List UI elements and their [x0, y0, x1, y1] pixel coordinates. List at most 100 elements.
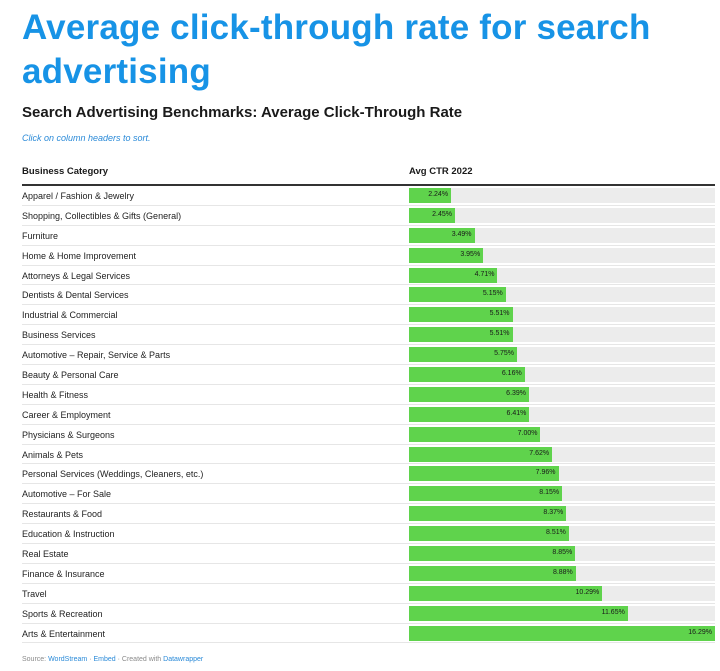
- bar-value-label: 4.71%: [474, 270, 495, 278]
- table-row: Business Services 5.51%: [22, 325, 715, 346]
- bar: 4.71%: [409, 267, 498, 283]
- bar-track: 5.75%: [409, 347, 715, 363]
- bar-track: 10.29%: [409, 585, 715, 601]
- category-label: Animals & Pets: [22, 449, 84, 460]
- category-label: Health & Fitness: [22, 389, 89, 400]
- table-row: Arts & Entertainment 16.29%: [22, 624, 715, 644]
- table-row: Beauty & Personal Care 6.16%: [22, 365, 715, 385]
- bar: 7.96%: [409, 466, 559, 482]
- bar-value-label: 5.15%: [482, 290, 503, 298]
- bar: 8.15%: [409, 486, 563, 502]
- embed-link[interactable]: Embed: [93, 656, 116, 663]
- bar-value-label: 2.24%: [428, 191, 449, 198]
- bar-value-label: 10.29%: [575, 588, 600, 596]
- bar: 6.39%: [409, 386, 530, 402]
- table-row: Physicians & Surgeons 7.00%: [22, 425, 715, 445]
- bar-track: 6.16%: [409, 367, 715, 383]
- category-label: Dentists & Dental Services: [22, 290, 129, 301]
- category-label: Real Estate: [22, 549, 69, 560]
- bar-track: 3.49%: [409, 227, 715, 243]
- bar-value-label: 3.49%: [451, 230, 472, 238]
- bar: 6.41%: [409, 406, 530, 422]
- table-row: Education & Instruction 8.51%: [22, 524, 715, 545]
- bar-track: 5.51%: [409, 307, 715, 323]
- table-row: Shopping, Collectibles & Gifts (General)…: [22, 206, 715, 226]
- created-with-text: · Created with: [115, 656, 164, 663]
- category-label: Automotive – For Sale: [22, 489, 112, 500]
- category-label: Attorneys & Legal Services: [22, 270, 131, 281]
- table-body: Apparel / Fashion & Jewelry 2.24% Shopping…: [22, 186, 715, 644]
- datawrapper-link[interactable]: Datawrapper: [163, 656, 204, 663]
- table-row: Home & Home Improvement 3.95%: [22, 246, 715, 266]
- bar-track: 7.62%: [409, 446, 715, 462]
- bar: 8.51%: [409, 526, 569, 542]
- category-label: Physicians & Surgeons: [22, 429, 115, 440]
- bar-track: 7.00%: [409, 426, 715, 442]
- table-row: Automotive – Repair, Service & Parts 5.75…: [22, 345, 715, 366]
- bar-value-label: 5.51%: [489, 330, 510, 338]
- table-row: Health & Fitness 6.39%: [22, 385, 715, 405]
- bar-track: 6.41%: [409, 406, 715, 422]
- bar-track: 8.51%: [409, 526, 715, 542]
- table-row: Sports & Recreation 11.65%: [22, 604, 715, 624]
- category-label: Personal Services (Weddings, Cleaners, e…: [22, 469, 204, 480]
- bar-value-label: 3.95%: [460, 250, 481, 258]
- table-header: Business Category Avg CTR 2022: [22, 160, 715, 186]
- category-label: Shopping, Collectibles & Gifts (General): [22, 210, 182, 221]
- category-label: Career & Employment: [22, 409, 111, 420]
- bar-track: 8.88%: [409, 565, 715, 581]
- column-header-ctr[interactable]: Avg CTR 2022: [409, 166, 473, 177]
- table-row: Restaurants & Food 8.37%: [22, 504, 715, 525]
- bar-track: 11.65%: [409, 605, 715, 621]
- table-row: Personal Services (Weddings, Cleaners, e…: [22, 464, 715, 485]
- bar: 7.00%: [409, 426, 541, 442]
- bar-track: 8.37%: [409, 506, 715, 522]
- bar: 16.29%: [409, 625, 715, 641]
- bar-value-label: 8.88%: [552, 568, 573, 576]
- ctr-table: Business Category Avg CTR 2022 Apparel /…: [22, 160, 715, 644]
- table-row: Career & Employment 6.41%: [22, 405, 715, 425]
- table-row: Furniture 3.49%: [22, 226, 715, 246]
- bar-track: 4.71%: [409, 267, 715, 283]
- footer-separator: ·: [87, 656, 94, 663]
- category-label: Industrial & Commercial: [22, 310, 118, 321]
- bar-value-label: 7.00%: [517, 429, 538, 437]
- bar-value-label: 8.37%: [543, 509, 564, 517]
- bar: 5.51%: [409, 327, 513, 343]
- bar-track: 8.15%: [409, 486, 715, 502]
- bar: 2.24%: [409, 188, 452, 203]
- bar-track: 5.51%: [409, 327, 715, 343]
- bar-value-label: 8.51%: [545, 529, 566, 537]
- bar-value-label: 6.41%: [506, 409, 527, 417]
- table-row: Industrial & Commercial 5.51%: [22, 305, 715, 326]
- column-header-category[interactable]: Business Category: [22, 166, 109, 177]
- category-label: Travel: [22, 588, 47, 599]
- bar-track: 8.85%: [409, 546, 715, 562]
- bar: 10.29%: [409, 585, 603, 601]
- bar-value-label: 2.45%: [432, 210, 453, 218]
- bar: 3.49%: [409, 227, 475, 243]
- table-row: Finance & Insurance 8.88%: [22, 564, 715, 584]
- footer: Source: WordStream · Embed · Created wit…: [22, 656, 203, 663]
- category-label: Education & Instruction: [22, 529, 115, 540]
- table-row: Apparel / Fashion & Jewelry 2.24%: [22, 186, 715, 206]
- chart-title: Search Advertising Benchmarks: Average C…: [22, 104, 463, 121]
- category-label: Restaurants & Food: [22, 509, 103, 520]
- bar-value-label: 16.29%: [688, 628, 712, 636]
- bar: 8.85%: [409, 546, 576, 562]
- headline: Average click-through rate for search ad…: [22, 8, 651, 91]
- bar-value-label: 6.39%: [506, 389, 527, 397]
- table-row: Dentists & Dental Services 5.15%: [22, 285, 715, 306]
- category-label: Apparel / Fashion & Jewelry: [22, 191, 135, 201]
- bar-value-label: 5.75%: [494, 350, 514, 358]
- bar: 8.88%: [409, 565, 576, 581]
- bar-track: 2.45%: [409, 207, 715, 223]
- bar-track: 7.96%: [409, 466, 715, 482]
- table-row: Automotive – For Sale 8.15%: [22, 484, 715, 505]
- category-label: Home & Home Improvement: [22, 250, 137, 261]
- bar: 5.15%: [409, 287, 506, 303]
- bar-value-label: 5.51%: [489, 310, 510, 318]
- source-link[interactable]: WordStream: [48, 656, 88, 663]
- bar-value-label: 7.96%: [535, 469, 556, 477]
- bar: 7.62%: [409, 446, 553, 462]
